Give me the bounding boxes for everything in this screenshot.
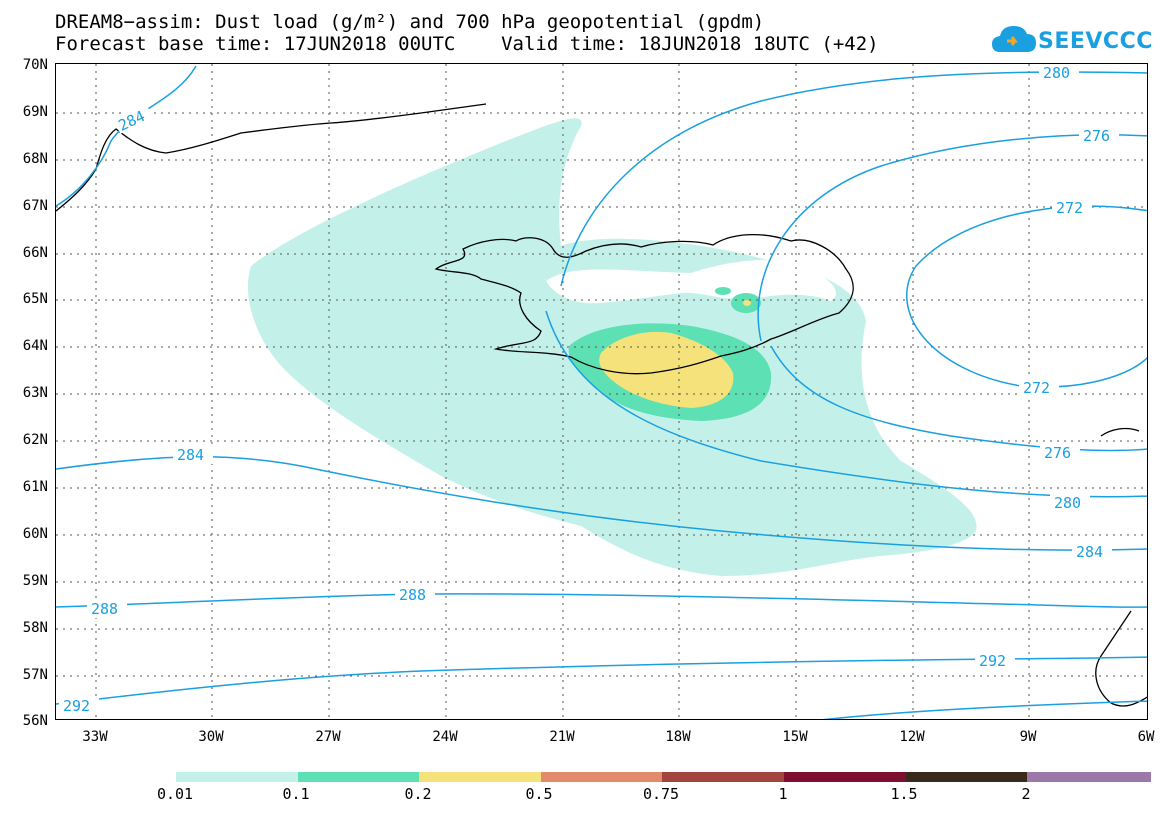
colorbar-swatch xyxy=(541,772,662,782)
lon-label: 9W xyxy=(1019,729,1037,745)
lat-label: 62N xyxy=(22,432,48,448)
contour-280 xyxy=(560,71,1147,287)
lat-label: 59N xyxy=(22,573,48,589)
contour-label: 272 xyxy=(1056,199,1083,217)
contour-label: 292 xyxy=(979,652,1006,670)
lat-label: 63N xyxy=(22,385,48,401)
coastlines xyxy=(56,103,1147,707)
contour-label: 272 xyxy=(1023,379,1050,397)
faroe-coast xyxy=(1100,427,1140,437)
contour-label: 280 xyxy=(1043,64,1070,82)
colorbar xyxy=(176,772,1151,782)
colorbar-swatch xyxy=(784,772,906,782)
contour-284-north xyxy=(56,65,197,207)
map-subtitle: Forecast base time: 17JUN2018 00UTC Vali… xyxy=(55,33,879,55)
contour-label: 276 xyxy=(1083,127,1110,145)
colorbar-swatch xyxy=(662,772,784,782)
lon-label: 27W xyxy=(315,729,341,745)
colorbar-swatch xyxy=(419,772,541,782)
lon-label: 18W xyxy=(665,729,691,745)
lat-label: 56N xyxy=(22,713,48,729)
contour-label: 288 xyxy=(399,586,426,604)
contour-label: 276 xyxy=(1044,444,1071,462)
contour-label: 292 xyxy=(63,697,90,715)
colorbar-label: 1 xyxy=(778,785,788,803)
contour-276-south xyxy=(770,345,1147,452)
colorbar-label: 0.01 xyxy=(156,785,194,803)
contour-292 xyxy=(56,656,1147,705)
contour-288 xyxy=(56,593,1147,609)
graticule xyxy=(56,64,1147,719)
lat-label: 57N xyxy=(22,667,48,683)
colorbar-label: 0.5 xyxy=(525,785,553,803)
colorbar-swatch xyxy=(298,772,419,782)
seevccc-logo: SEEVCCC xyxy=(990,20,1152,60)
contour-label: 280 xyxy=(1054,494,1081,512)
logo-text: SEEVCCC xyxy=(1038,29,1153,54)
map-area: 280 284 276 272 272 276 284 280 284 288 … xyxy=(55,63,1148,720)
map-title: DREAM8−assim: Dust load (g/m²) and 700 h… xyxy=(55,11,765,33)
lat-label: 60N xyxy=(22,526,48,542)
lat-label: 64N xyxy=(22,338,48,354)
colorbar-label: 2 xyxy=(1021,785,1031,803)
greenland-coast xyxy=(56,103,487,212)
lon-label: 30W xyxy=(198,729,224,745)
contour-292-se xyxy=(822,700,1147,719)
contour-276 xyxy=(757,134,1147,342)
lat-label: 61N xyxy=(22,479,48,495)
lon-label: 12W xyxy=(899,729,925,745)
contour-280-south xyxy=(545,310,1147,498)
lon-label: 24W xyxy=(432,729,458,745)
lon-label: 33W xyxy=(82,729,108,745)
contour-label: 284 xyxy=(1076,543,1103,561)
colorbar-swatch xyxy=(176,772,298,782)
lat-label: 68N xyxy=(22,151,48,167)
contour-272 xyxy=(906,205,1147,388)
lat-label: 66N xyxy=(22,245,48,261)
lon-label: 6W xyxy=(1137,729,1155,745)
cloud-icon xyxy=(992,26,1036,52)
colorbar-swatch xyxy=(906,772,1027,782)
map-svg: 280 284 276 272 272 276 284 280 284 288 … xyxy=(56,64,1147,719)
contours xyxy=(56,65,1147,719)
colorbar-swatch xyxy=(1027,772,1151,782)
colorbar-label: 0.2 xyxy=(404,785,432,803)
lat-label: 70N xyxy=(22,57,48,73)
lat-label: 69N xyxy=(22,104,48,120)
colorbar-label: 0.75 xyxy=(642,785,680,803)
contour-label: 284 xyxy=(177,446,204,464)
iceland-coast xyxy=(434,233,854,375)
lat-label: 67N xyxy=(22,198,48,214)
lon-label: 15W xyxy=(782,729,808,745)
lon-label: 21W xyxy=(549,729,575,745)
colorbar-label: 1.5 xyxy=(890,785,918,803)
lat-label: 65N xyxy=(22,291,48,307)
scotland-coast xyxy=(1095,610,1147,707)
contour-label: 288 xyxy=(91,600,118,618)
lat-label: 58N xyxy=(22,620,48,636)
colorbar-label: 0.1 xyxy=(282,785,310,803)
